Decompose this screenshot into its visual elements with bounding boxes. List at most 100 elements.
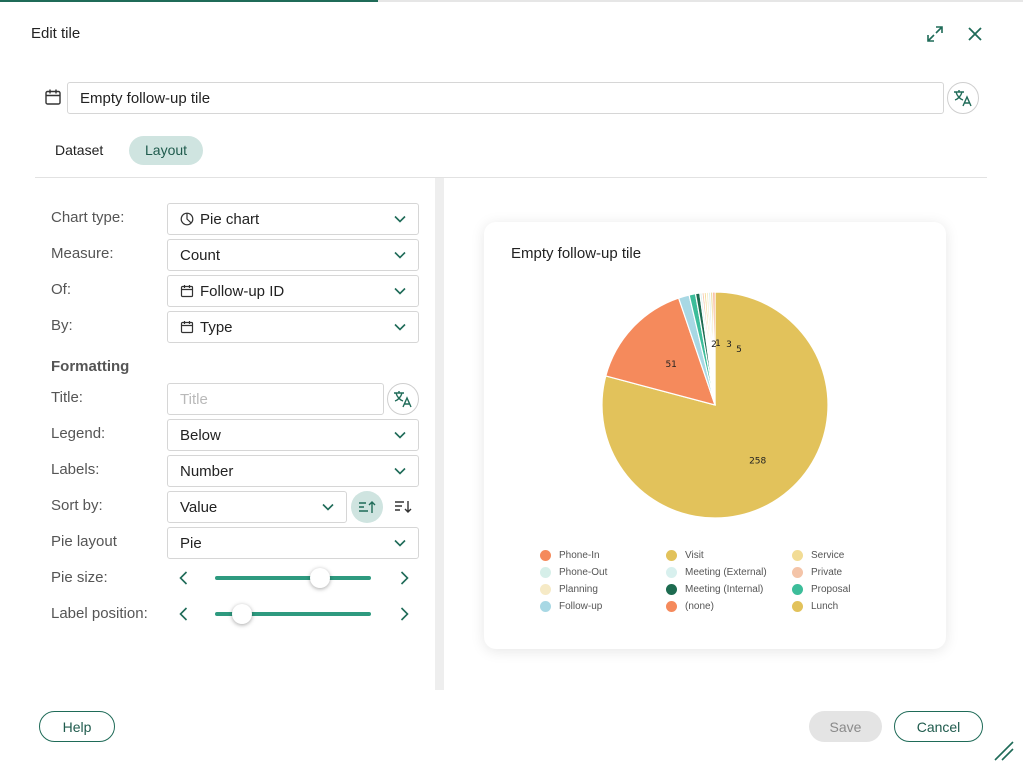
legend-swatch (666, 600, 677, 612)
pie-size-slider[interactable] (215, 568, 371, 588)
legend-swatch (792, 583, 803, 595)
chevron-left-icon (178, 571, 187, 585)
of-select[interactable]: Follow-up ID (167, 275, 419, 307)
legend-select[interactable]: Below (167, 419, 419, 451)
pie-size-label: Pie size: (51, 569, 108, 586)
label-position-increase[interactable] (395, 605, 413, 623)
expand-icon (927, 26, 943, 42)
chart-type-label: Chart type: (51, 209, 125, 226)
legend-swatch (792, 566, 803, 578)
sort-by-value: Value (180, 498, 218, 516)
legend-item[interactable]: Phone-Out (540, 565, 666, 579)
legend-item[interactable]: Proposal (792, 582, 918, 596)
tabs-divider (35, 177, 987, 178)
chevron-down-icon (394, 467, 406, 475)
sort-descending-icon (395, 501, 412, 513)
pie-size-slider-handle[interactable] (309, 568, 330, 588)
label-position-slider[interactable] (215, 604, 371, 624)
tab-dataset[interactable]: Dataset (55, 142, 104, 158)
save-button[interactable]: Save (809, 711, 882, 742)
sort-by-select[interactable]: Value (167, 491, 347, 523)
legend-item[interactable]: Follow-up (540, 599, 666, 613)
chevron-down-icon (394, 539, 406, 547)
legend-swatch (540, 566, 551, 578)
legend-label: Meeting (External) (685, 566, 767, 578)
legend-swatch (666, 566, 677, 578)
chart-title: Empty follow-up tile (511, 245, 642, 262)
pie-layout-value: Pie (180, 534, 202, 552)
by-label: By: (51, 317, 73, 334)
translate-icon (394, 391, 412, 408)
sort-ascending-button[interactable] (351, 491, 383, 523)
cancel-button[interactable]: Cancel (894, 711, 983, 742)
sort-by-label: Sort by: (51, 497, 103, 514)
pie-size-increase[interactable] (395, 569, 413, 587)
translate-chart-title-button[interactable] (387, 383, 419, 415)
chart-legend: Phone-In Visit Service Phone-Out Meeting (Ex… (540, 548, 920, 613)
pie-layout-select[interactable]: Pie (167, 527, 419, 559)
legend-label: Planning (559, 583, 598, 595)
measure-select[interactable]: Count (167, 239, 419, 271)
tab-layout[interactable]: Layout (129, 136, 204, 165)
legend-swatch (792, 600, 803, 612)
legend-item[interactable]: Lunch (792, 599, 918, 613)
legend-swatch (792, 549, 803, 561)
sort-ascending-icon (359, 501, 376, 513)
label-position-decrease[interactable] (174, 605, 192, 623)
legend-label: Service (811, 549, 845, 561)
close-button[interactable] (964, 23, 986, 45)
translate-title-button[interactable] (947, 82, 979, 114)
pie-data-label: 5 (736, 345, 742, 355)
dialog-top-accent (0, 0, 378, 2)
legend-swatch (540, 549, 551, 561)
label-position-label: Label position: (51, 605, 148, 622)
chevron-down-icon (394, 251, 406, 259)
legend-item[interactable]: Meeting (External) (666, 565, 792, 579)
help-button[interactable]: Help (39, 711, 115, 742)
labels-select[interactable]: Number (167, 455, 419, 487)
chart-type-select[interactable]: Pie chart (167, 203, 419, 235)
labels-label: Labels: (51, 461, 100, 478)
sort-descending-button[interactable] (391, 495, 415, 519)
pie-data-label: 258 (749, 457, 766, 467)
pie-data-label: 1 (715, 339, 721, 349)
legend-label: Visit (685, 549, 704, 561)
measure-label: Measure: (51, 245, 114, 262)
legend-value: Below (180, 426, 221, 444)
legend-item[interactable]: Phone-In (540, 548, 666, 562)
legend-item[interactable]: Planning (540, 582, 666, 596)
labels-value: Number (180, 462, 234, 480)
translate-icon (954, 90, 972, 107)
legend-swatch (666, 549, 677, 561)
expand-button[interactable] (924, 23, 946, 45)
legend-item[interactable]: Private (792, 565, 918, 579)
legend-item[interactable]: (none) (666, 599, 792, 613)
legend-item[interactable]: Meeting (Internal) (666, 582, 792, 596)
chevron-down-icon (322, 503, 334, 511)
chevron-right-icon (400, 607, 409, 621)
pie-size-decrease[interactable] (174, 569, 192, 587)
by-select[interactable]: Type (167, 311, 419, 343)
tile-title-input[interactable] (67, 82, 944, 114)
dialog-top-border (0, 0, 1023, 2)
chart-title-input[interactable] (167, 383, 384, 415)
pie-slice-none[interactable] (712, 291, 716, 406)
of-value: Follow-up ID (200, 282, 285, 300)
pie-data-label: 3 (726, 340, 732, 350)
legend-label: Private (811, 566, 843, 578)
calendar-icon (45, 89, 61, 105)
legend-item[interactable]: Visit (666, 548, 792, 562)
legend-item[interactable]: Service (792, 548, 918, 562)
panel-splitter[interactable] (435, 178, 444, 690)
pie-data-label: 51 (665, 360, 676, 370)
legend-label: Phone-Out (559, 566, 608, 578)
label-position-slider-handle[interactable] (231, 604, 252, 624)
resize-grip-icon[interactable] (993, 740, 1015, 762)
calendar-icon (180, 285, 194, 298)
legend-swatch (666, 583, 677, 595)
calendar-icon (180, 321, 194, 334)
chevron-down-icon (394, 431, 406, 439)
legend-label: Phone-In (559, 549, 600, 561)
of-label: Of: (51, 281, 72, 298)
